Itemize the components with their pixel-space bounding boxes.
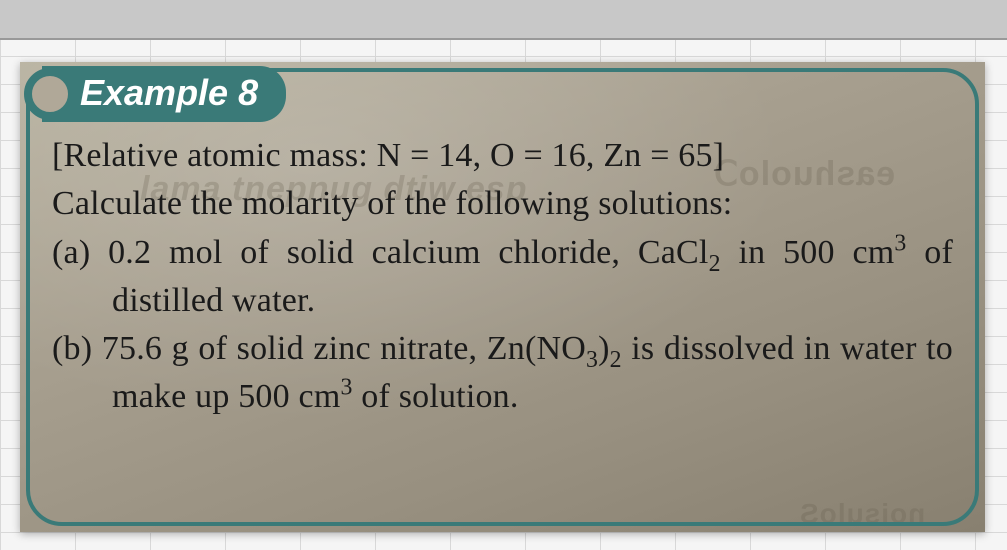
subscript: 3 (586, 347, 598, 373)
subscript: 2 (709, 250, 721, 276)
embedded-image[interactable]: lama tnepnug dtiw esp eashuoloↃ noisuloS… (20, 62, 985, 532)
spreadsheet-background: lama tnepnug dtiw esp eashuoloↃ noisuloS… (0, 0, 1007, 550)
part-b-text: of solution. (353, 378, 519, 415)
part-a-lead: (a) (52, 234, 108, 271)
subscript: 2 (610, 347, 622, 373)
part-a-text: 0.2 mol of solid calcium chloride, CaCl (108, 234, 708, 271)
badge-ring-icon (24, 68, 76, 120)
part-b-text: 75.6 g of solid zinc nitrate, Zn(NO (102, 330, 586, 367)
problem-body: [Relative atomic mass: N = 14, O = 16, Z… (52, 132, 953, 422)
given-line: [Relative atomic mass: N = 14, O = 16, Z… (52, 132, 953, 180)
part-a-text: in 500 cm (721, 234, 895, 271)
part-b-lead: (b) (52, 330, 102, 367)
instruction-line: Calculate the molarity of the following … (52, 180, 953, 228)
superscript: 3 (340, 375, 352, 401)
app-ribbon-edge (0, 0, 1007, 40)
part-b: (b) 75.6 g of solid zinc nitrate, Zn(NO3… (52, 325, 953, 422)
part-b-text: ) (598, 330, 610, 367)
example-badge: Example 8 (24, 66, 286, 122)
part-a: (a) 0.2 mol of solid calcium chloride, C… (52, 229, 953, 326)
badge-label: Example 8 (60, 72, 258, 113)
superscript: 3 (894, 230, 906, 256)
example-frame: Example 8 [Relative atomic mass: N = 14,… (26, 68, 979, 526)
